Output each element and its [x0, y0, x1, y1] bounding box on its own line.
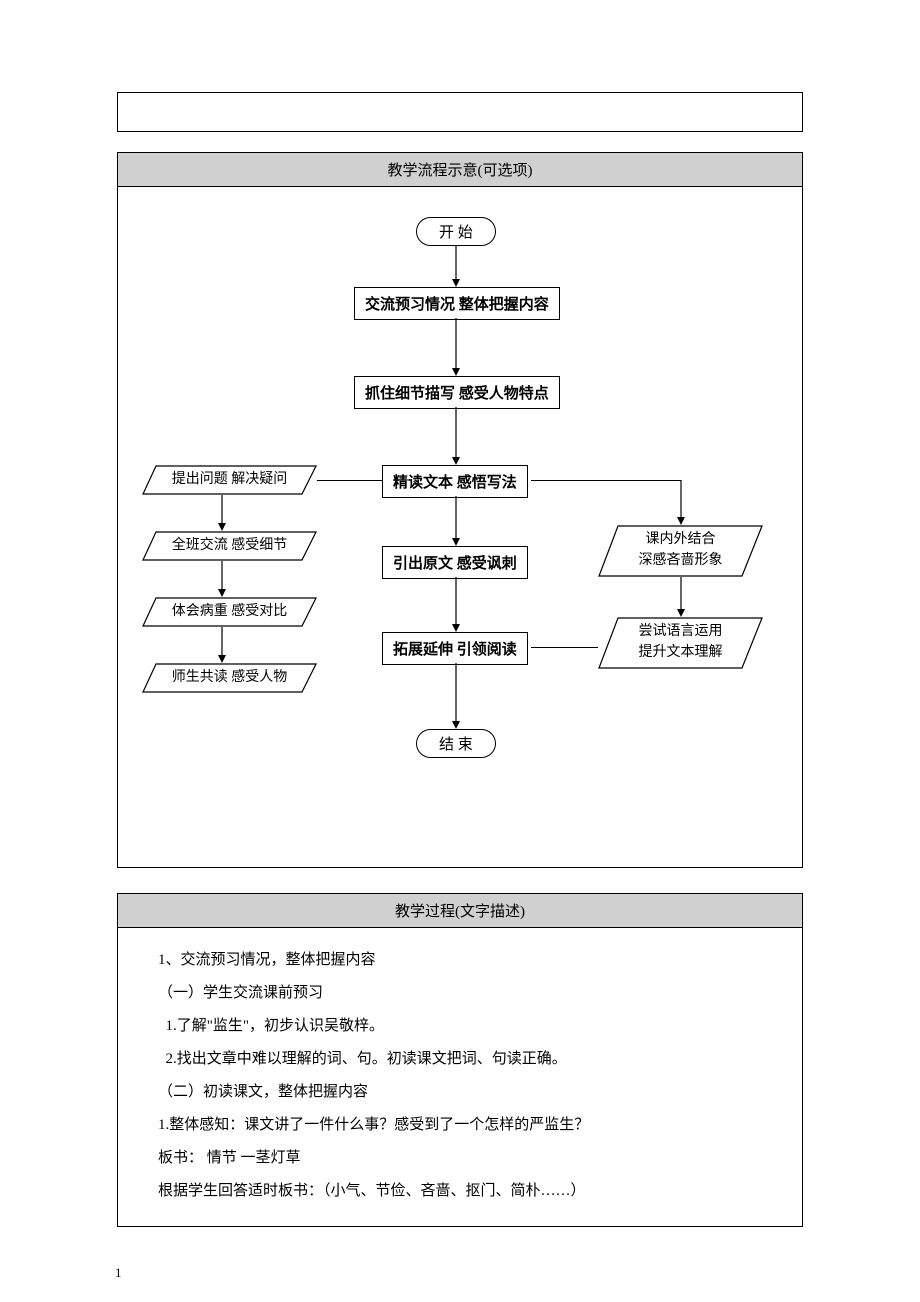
left-node-2: 全班交流 感受细节 [142, 531, 317, 561]
right-node-1-line2: 深感吝啬形象 [639, 553, 723, 568]
left-node-4: 师生共读 感受人物 [142, 663, 317, 693]
arrow [450, 318, 462, 376]
arrow [216, 495, 228, 531]
process-node-4: 引出原文 感受讽刺 [382, 546, 528, 579]
flowchart-title: 教学流程示意(可选项) [118, 153, 802, 187]
arrow [450, 496, 462, 546]
text-line: 根据学生回答适时板书：（小气、节俭、吝啬、抠门、简朴……） [158, 1175, 774, 1208]
right-node-1: 课内外结合 深感吝啬形象 [598, 525, 763, 577]
process-text-body: 1、交流预习情况，整体把握内容 （一）学生交流课前预习 1.了解"监生"，初步认… [118, 928, 802, 1226]
arrow [675, 577, 687, 617]
text-line: 2.找出文章中难以理解的词、句。初读课文把词、句读正确。 [158, 1043, 774, 1076]
text-line: 板书： 情节 一茎灯草 [158, 1142, 774, 1175]
right-node-2-line1: 尝试语言运用 [639, 624, 723, 639]
process-node-2: 抓住细节描写 感受人物特点 [354, 376, 560, 409]
arrow [450, 245, 462, 287]
arrow [216, 561, 228, 597]
arrow [675, 480, 687, 525]
arrow [216, 627, 228, 663]
text-line: （一）学生交流课前预习 [158, 977, 774, 1010]
left-node-3-text: 体会病重 感受对比 [142, 597, 317, 626]
left-node-3: 体会病重 感受对比 [142, 597, 317, 627]
arrow [450, 407, 462, 465]
right-node-2: 尝试语言运用 提升文本理解 [598, 617, 763, 669]
process-node-1: 交流预习情况 整体把握内容 [354, 287, 560, 320]
text-line: 1.了解"监生"，初步认识吴敬梓。 [158, 1010, 774, 1043]
page-number: 1 [115, 1265, 920, 1281]
empty-box [117, 92, 803, 132]
right-node-1-line1: 课内外结合 [646, 532, 716, 547]
flowchart-container: 教学流程示意(可选项) 开 始 交流预习情况 整体把握内容 抓住细节描写 感受人… [117, 152, 803, 868]
process-text-container: 教学过程(文字描述) 1、交流预习情况，整体把握内容 （一）学生交流课前预习 1… [117, 893, 803, 1227]
left-node-1-text: 提出问题 解决疑问 [142, 465, 317, 494]
process-text-title: 教学过程(文字描述) [118, 894, 802, 928]
terminator-start: 开 始 [416, 217, 496, 246]
terminator-end: 结 束 [416, 729, 496, 758]
text-line: 1.整体感知：课文讲了一件什么事？感受到了一个怎样的严监生？ [158, 1109, 774, 1142]
arrow [450, 577, 462, 632]
text-line: （二）初读课文，整体把握内容 [158, 1076, 774, 1109]
connector [531, 480, 681, 481]
arrow [450, 663, 462, 729]
process-node-3: 精读文本 感悟写法 [382, 465, 528, 498]
text-line: 1、交流预习情况，整体把握内容 [158, 944, 774, 977]
left-node-4-text: 师生共读 感受人物 [142, 663, 317, 692]
flowchart-body: 开 始 交流预习情况 整体把握内容 抓住细节描写 感受人物特点 精读文本 感悟写… [118, 187, 802, 867]
process-node-5: 拓展延伸 引领阅读 [382, 632, 528, 665]
left-node-2-text: 全班交流 感受细节 [142, 531, 317, 560]
left-node-1: 提出问题 解决疑问 [142, 465, 317, 495]
right-node-2-line2: 提升文本理解 [639, 645, 723, 660]
